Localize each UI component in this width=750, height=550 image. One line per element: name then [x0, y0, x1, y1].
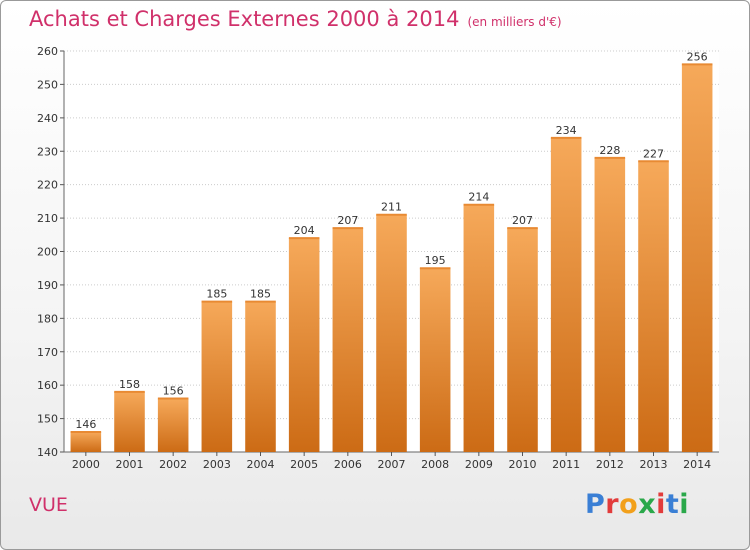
data-label: 195	[425, 254, 446, 267]
y-tick-label: 140	[37, 446, 58, 459]
x-tick-label: 2001	[116, 458, 144, 471]
x-tick-label: 2014	[683, 458, 711, 471]
y-tick-label: 260	[37, 45, 58, 58]
bar	[638, 161, 669, 452]
y-tick-label: 200	[37, 246, 58, 259]
chart-title-text: Achats et Charges Externes 2000 à 2014	[29, 7, 460, 31]
data-label: 207	[337, 214, 358, 227]
proxiti-logo: Proxiti	[585, 489, 689, 520]
data-label: 185	[206, 288, 227, 301]
x-tick-label: 2009	[465, 458, 493, 471]
data-label: 227	[643, 147, 664, 160]
x-tick-label: 2002	[159, 458, 187, 471]
y-tick-label: 160	[37, 379, 58, 392]
x-tick-label: 2003	[203, 458, 231, 471]
y-tick-label: 170	[37, 346, 58, 359]
y-tick-label: 190	[37, 279, 58, 292]
data-label: 204	[294, 224, 315, 237]
data-label: 211	[381, 201, 402, 214]
x-tick-label: 2006	[334, 458, 362, 471]
data-label: 228	[599, 144, 620, 157]
logo-letter: i	[679, 489, 690, 520]
bar	[70, 431, 102, 452]
y-tick-label: 150	[37, 413, 58, 426]
x-tick-label: 2005	[290, 458, 318, 471]
y-tick-label: 230	[37, 145, 58, 158]
logo-letter: o	[619, 489, 639, 520]
chart-title: Achats et Charges Externes 2000 à 2014 (e…	[29, 7, 562, 31]
data-label: 156	[163, 385, 184, 398]
data-label: 146	[75, 418, 96, 431]
logo-letter: i	[656, 489, 666, 520]
logo-letter: x	[638, 489, 657, 520]
x-tick-label: 2013	[640, 458, 668, 471]
x-tick-label: 2010	[509, 458, 537, 471]
bar	[594, 157, 626, 452]
y-tick-label: 220	[37, 179, 58, 192]
x-tick-label: 2012	[596, 458, 624, 471]
bar	[157, 398, 189, 452]
bar	[376, 214, 407, 452]
data-label: 256	[687, 50, 708, 63]
y-tick-label: 210	[37, 212, 58, 225]
x-tick-label: 2000	[72, 458, 100, 471]
data-label: 185	[250, 288, 271, 301]
bar	[288, 238, 320, 452]
bar	[463, 204, 495, 452]
bar	[419, 268, 451, 452]
data-label: 214	[468, 191, 489, 204]
y-tick-label: 250	[37, 78, 58, 91]
data-label: 207	[512, 214, 533, 227]
data-label: 234	[556, 124, 577, 137]
bar	[114, 391, 145, 452]
commune-name: VUE	[29, 494, 68, 516]
bar	[245, 301, 276, 452]
bar	[332, 228, 364, 452]
logo-letter: t	[665, 489, 680, 520]
bar	[201, 301, 233, 452]
x-tick-label: 2007	[378, 458, 406, 471]
logo-letter: P	[585, 489, 606, 520]
y-tick-label: 180	[37, 312, 58, 325]
x-tick-label: 2004	[247, 458, 275, 471]
x-tick-label: 2011	[552, 458, 580, 471]
bar	[507, 228, 538, 452]
data-label: 158	[119, 378, 140, 391]
y-tick-label: 240	[37, 112, 58, 125]
chart-unit: (en milliers d'€)	[467, 15, 562, 29]
bar	[550, 137, 582, 452]
bar	[681, 64, 713, 452]
logo-letter: r	[605, 489, 620, 520]
x-tick-label: 2008	[421, 458, 449, 471]
